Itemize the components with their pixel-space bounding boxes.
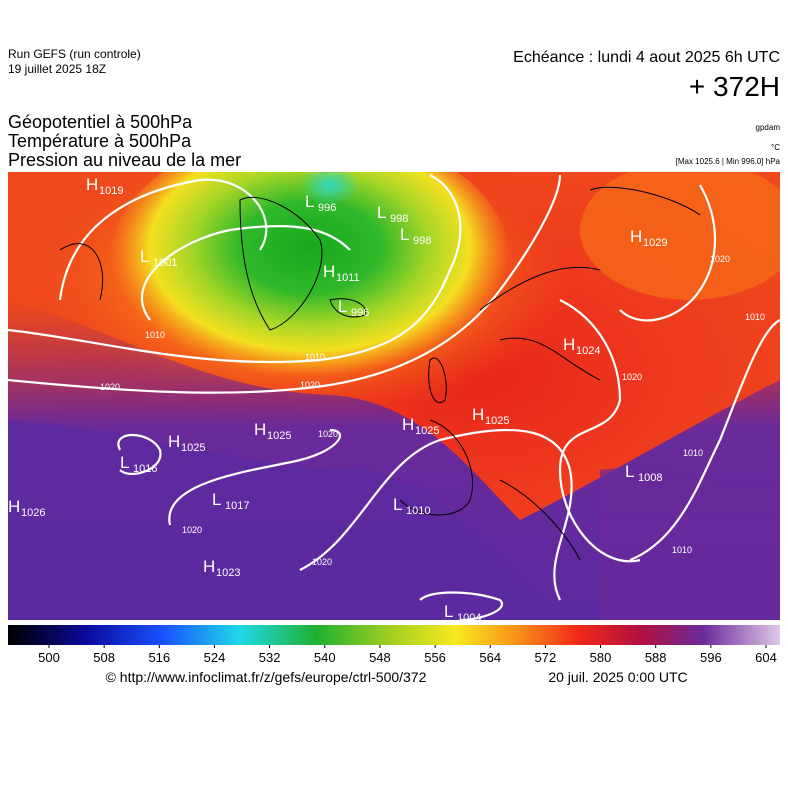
center-letter: L bbox=[377, 203, 386, 222]
center-letter: H bbox=[8, 497, 20, 516]
center-value: 1025 bbox=[267, 430, 291, 442]
unit: [Max 1025.6 | Min 996.0] hPa bbox=[676, 157, 781, 166]
colorbar-label: 572 bbox=[535, 650, 557, 665]
center-letter: L bbox=[305, 192, 314, 211]
center-letter: H bbox=[563, 335, 575, 354]
isobar-label: 1020 bbox=[300, 380, 320, 390]
center-letter: H bbox=[168, 432, 180, 451]
isobar-label: 1020 bbox=[100, 382, 120, 392]
center-value: 996 bbox=[351, 307, 369, 319]
colorbar-label: 556 bbox=[424, 650, 446, 665]
unit: °C bbox=[771, 143, 780, 152]
isobar-label: 1020 bbox=[622, 372, 642, 382]
isobar-label: 1010 bbox=[745, 312, 765, 322]
colorbar-label: 588 bbox=[645, 650, 667, 665]
center-letter: H bbox=[254, 420, 266, 439]
lead-time: + 372H bbox=[689, 71, 780, 102]
center-value: 1008 bbox=[638, 472, 662, 484]
isobar-label: 1010 bbox=[305, 352, 325, 362]
center-value: 1001 bbox=[153, 257, 177, 269]
isobar-label: 1020 bbox=[182, 525, 202, 535]
center-letter: L bbox=[400, 225, 409, 244]
colorbar-label: 580 bbox=[590, 650, 612, 665]
isobar-label: 1020 bbox=[312, 557, 332, 567]
center-value: 1011 bbox=[336, 272, 360, 284]
colorbar-label: 532 bbox=[259, 650, 281, 665]
colorbar-ticks: 500 508 516 524 532 540 548 556 564 572 580 588 596 6… bbox=[38, 645, 777, 665]
center-value: 1019 bbox=[99, 185, 123, 197]
center-value: 998 bbox=[413, 235, 431, 247]
isobar-label: 1020 bbox=[710, 254, 730, 264]
title: Température à 500hPa bbox=[8, 131, 192, 151]
center-value: 1010 bbox=[406, 505, 430, 517]
colorbar-label: 540 bbox=[314, 650, 336, 665]
center-value: 1004 bbox=[457, 612, 481, 624]
isobar-label: 1020 bbox=[318, 429, 338, 439]
map-field bbox=[8, 172, 780, 620]
colorbar-label: 564 bbox=[479, 650, 501, 665]
center-letter: L bbox=[338, 297, 347, 316]
source-url: © http://www.infoclimat.fr/z/gefs/europe… bbox=[106, 669, 427, 685]
center-value: 1023 bbox=[216, 567, 240, 579]
colorbar bbox=[8, 625, 780, 645]
colorbar-label: 604 bbox=[755, 650, 777, 665]
isobar-label: 1010 bbox=[672, 545, 692, 555]
center-letter: L bbox=[212, 490, 221, 509]
center-value: 1025 bbox=[485, 415, 509, 427]
center-value: 1026 bbox=[21, 507, 45, 519]
center-letter: H bbox=[402, 415, 414, 434]
center-value: 1016 bbox=[133, 463, 157, 475]
run-date: 19 juillet 2025 18Z bbox=[8, 62, 106, 76]
issued-time: 20 juil. 2025 0:00 UTC bbox=[548, 669, 687, 685]
valid-time: Echéance : lundi 4 aout 2025 6h UTC bbox=[513, 49, 780, 66]
center-value: 998 bbox=[390, 213, 408, 225]
center-value: 1024 bbox=[576, 345, 600, 357]
colorbar-label: 516 bbox=[148, 650, 170, 665]
center-value: 1025 bbox=[415, 425, 439, 437]
title: Géopotentiel à 500hPa bbox=[8, 112, 193, 132]
center-letter: L bbox=[140, 247, 149, 266]
colorbar-label: 524 bbox=[204, 650, 226, 665]
colorbar-label: 500 bbox=[38, 650, 60, 665]
center-letter: L bbox=[393, 495, 402, 514]
isobar-label: 1010 bbox=[145, 330, 165, 340]
center-letter: L bbox=[120, 453, 129, 472]
center-letter: L bbox=[625, 462, 634, 481]
colorbar-label: 548 bbox=[369, 650, 391, 665]
center-letter: H bbox=[630, 227, 642, 246]
center-value: 1017 bbox=[225, 500, 249, 512]
center-letter: L bbox=[444, 602, 453, 621]
center-value: 996 bbox=[318, 202, 336, 214]
center-letter: H bbox=[86, 175, 98, 194]
run-name: Run GEFS (run controle) bbox=[8, 47, 141, 61]
unit: gpdam bbox=[756, 123, 781, 132]
title: Pression au niveau de la mer bbox=[8, 150, 241, 170]
center-letter: H bbox=[323, 262, 335, 281]
center-letter: H bbox=[203, 557, 215, 576]
center-letter: H bbox=[472, 405, 484, 424]
isobar-label: 1010 bbox=[683, 448, 703, 458]
colorbar-label: 508 bbox=[93, 650, 115, 665]
center-value: 1029 bbox=[643, 237, 667, 249]
colorbar-label: 596 bbox=[700, 650, 722, 665]
center-value: 1025 bbox=[181, 442, 205, 454]
